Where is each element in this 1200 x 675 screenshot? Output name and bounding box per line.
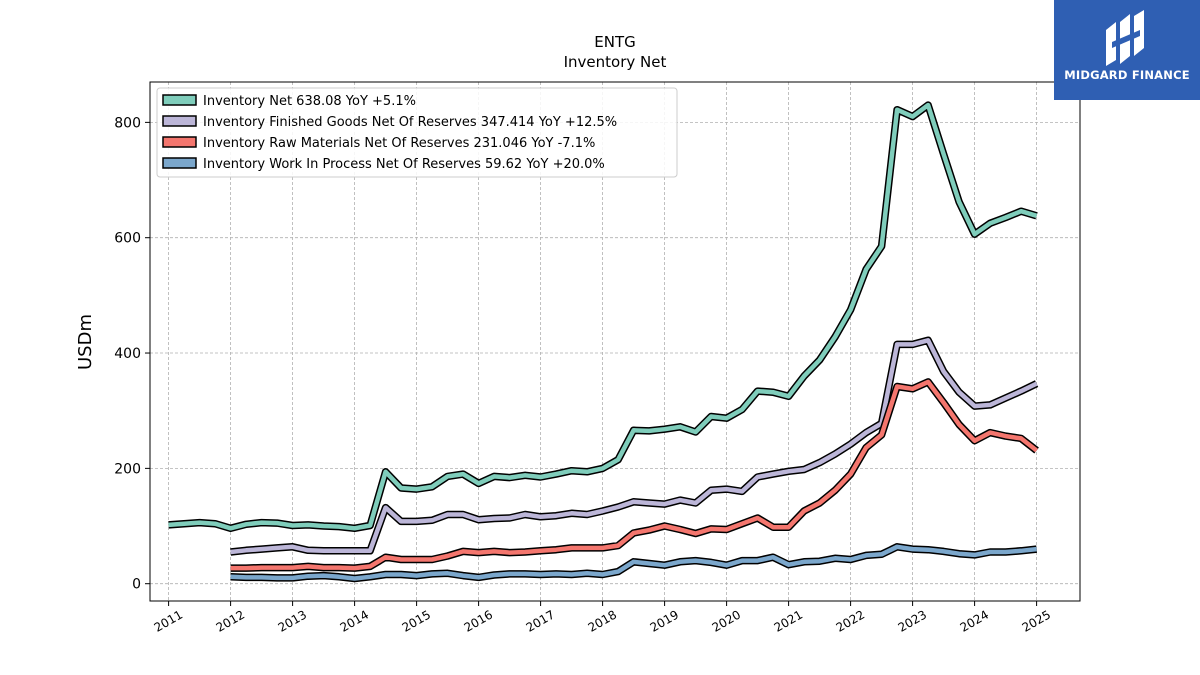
chart-title: ENTG xyxy=(594,33,635,51)
x-tick-label: 2024 xyxy=(958,607,991,634)
logo-text: MIDGARD FINANCE xyxy=(1064,68,1190,82)
legend-swatch-1 xyxy=(162,115,197,127)
x-tick-label: 2021 xyxy=(772,607,805,634)
series-line-3 xyxy=(230,544,1037,581)
x-tick-label: 2017 xyxy=(524,607,557,634)
x-tick-label: 2023 xyxy=(896,607,929,634)
legend: Inventory Net 638.08 YoY +5.1% Inventory … xyxy=(156,87,678,178)
legend-swatch-0 xyxy=(162,94,197,106)
x-tick-label: 2022 xyxy=(834,607,867,634)
legend-label-0: Inventory Net 638.08 YoY +5.1% xyxy=(203,94,416,109)
legend-swatch-2 xyxy=(162,136,197,148)
y-tick-label: 200 xyxy=(114,461,141,477)
legend-swatch-3 xyxy=(162,157,197,169)
x-tick-label: 2016 xyxy=(462,607,495,634)
legend-label-2: Inventory Raw Materials Net Of Reserves … xyxy=(203,136,595,151)
y-tick-label: 800 xyxy=(114,115,141,131)
series-line-1 xyxy=(230,338,1038,555)
y-axis-label: USDm xyxy=(75,314,96,370)
series-lines xyxy=(168,101,1039,583)
series-outline-1 xyxy=(230,336,1039,556)
legend-label-3: Inventory Work In Process Net Of Reserve… xyxy=(203,157,605,172)
x-tick-label: 2015 xyxy=(400,607,433,634)
midgard-finance-logo: MIDGARD FINANCE xyxy=(1054,0,1200,100)
x-tick-label: 2020 xyxy=(710,607,743,634)
series-outline-2 xyxy=(230,378,1039,572)
x-tick-label: 2014 xyxy=(338,607,371,634)
logo-mark-icon xyxy=(1106,10,1144,66)
y-axis: 0 200 400 600 800 xyxy=(114,115,150,593)
x-tick-label: 2013 xyxy=(276,607,309,634)
x-tick-label: 2025 xyxy=(1020,607,1053,634)
legend-box xyxy=(156,87,678,178)
plot-frame xyxy=(149,81,1081,602)
y-tick-label: 600 xyxy=(114,231,141,247)
series-line-2 xyxy=(230,379,1038,571)
y-tick-label: 0 xyxy=(132,577,141,593)
x-tick-label: 2012 xyxy=(214,607,247,634)
x-tick-label: 2018 xyxy=(586,607,619,634)
x-tick-label: 2011 xyxy=(152,607,185,634)
y-tick-label: 400 xyxy=(114,346,141,362)
legend-label-1: Inventory Finished Goods Net Of Reserves… xyxy=(203,115,617,130)
series-line-0 xyxy=(168,102,1038,531)
x-tick-label: 2019 xyxy=(648,607,681,634)
chart-subtitle: Inventory Net xyxy=(564,53,667,71)
x-axis: 2011 2012 2013 2014 2015 2016 2017 2018 2019 2020… xyxy=(152,601,1053,635)
